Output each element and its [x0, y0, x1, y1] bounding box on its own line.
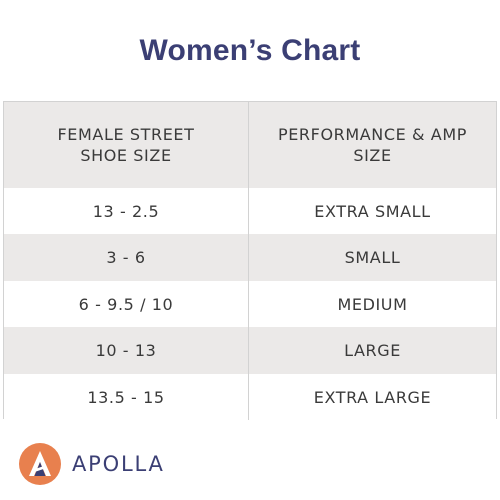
header-street-shoe-size: FEMALE STREET SHOE SIZE — [4, 102, 248, 188]
street-size-cell: 13 - 2.5 — [4, 188, 248, 234]
street-size-cell: 10 - 13 — [4, 327, 248, 374]
amp-size-cell: SMALL — [248, 234, 496, 281]
street-size-cell: 13.5 - 15 — [4, 374, 248, 420]
amp-size-cell: EXTRA LARGE — [248, 374, 496, 420]
brand-name: APOLLA — [72, 451, 165, 476]
amp-size-cell: EXTRA SMALL — [248, 188, 496, 234]
apolla-logo-icon — [19, 442, 61, 485]
street-size-cell: 3 - 6 — [4, 234, 248, 281]
amp-size-cell: MEDIUM — [248, 281, 496, 327]
brand-footer: APOLLA — [18, 441, 165, 486]
amp-size-cell: LARGE — [248, 327, 496, 374]
header-performance-amp-size: PERFORMANCE & AMP SIZE — [248, 102, 496, 188]
size-chart-table: FEMALE STREET SHOE SIZE PERFORMANCE & AM… — [3, 101, 497, 420]
chart-title: Women’s Chart — [139, 34, 361, 67]
street-size-cell: 6 - 9.5 / 10 — [4, 281, 248, 327]
